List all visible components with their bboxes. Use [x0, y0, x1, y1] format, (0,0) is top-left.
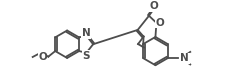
Text: S: S	[83, 51, 90, 61]
Text: O: O	[38, 52, 47, 62]
Text: O: O	[150, 1, 159, 11]
Text: N: N	[82, 28, 90, 38]
Text: N: N	[180, 53, 189, 63]
Text: O: O	[155, 18, 164, 28]
